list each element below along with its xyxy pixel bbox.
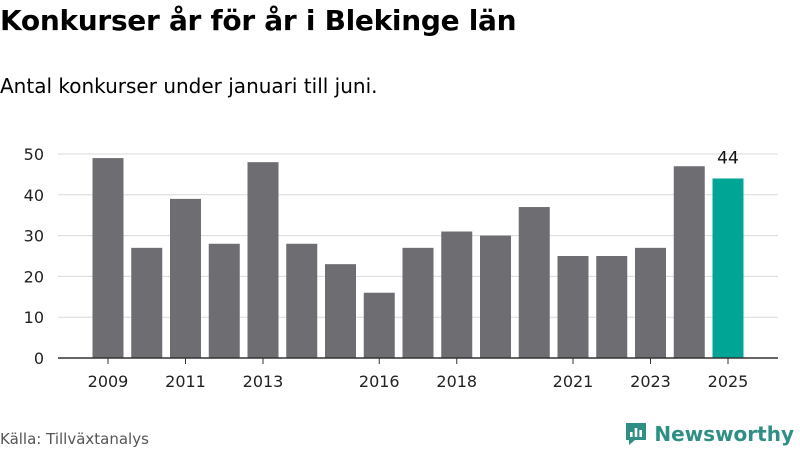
y-tick-label: 50 bbox=[24, 145, 44, 164]
highlight-value-label: 44 bbox=[717, 148, 739, 168]
bar bbox=[286, 243, 318, 358]
x-tick-label: 2025 bbox=[708, 372, 749, 391]
bar bbox=[557, 256, 589, 358]
bar bbox=[596, 256, 628, 358]
bar bbox=[518, 207, 550, 358]
bar bbox=[170, 198, 201, 358]
chart-title: Konkurser år för år i Blekinge län bbox=[0, 4, 517, 37]
bar bbox=[480, 235, 511, 358]
x-axis-ticks: 2009 2011 2013 2016 2018 2021 2023 2025 bbox=[88, 358, 749, 391]
brand-logo[interactable]: Newsworthy bbox=[624, 420, 794, 448]
y-axis-ticks: 0 10 20 30 40 50 bbox=[24, 145, 44, 368]
y-tick-label: 10 bbox=[24, 308, 44, 327]
bar bbox=[208, 243, 240, 358]
x-tick-label: 2009 bbox=[88, 372, 129, 391]
bar bbox=[247, 162, 279, 358]
bar bbox=[325, 264, 356, 358]
bar bbox=[363, 292, 395, 358]
y-tick-label: 0 bbox=[34, 349, 44, 368]
bar bbox=[441, 231, 473, 358]
y-tick-label: 30 bbox=[24, 227, 44, 246]
x-tick-label: 2011 bbox=[165, 372, 206, 391]
y-tick-label: 40 bbox=[24, 186, 44, 205]
brand-name: Newsworthy bbox=[654, 422, 794, 446]
x-tick-label: 2021 bbox=[553, 372, 594, 391]
x-tick-label: 2016 bbox=[359, 372, 400, 391]
x-tick-label: 2013 bbox=[243, 372, 284, 391]
source-note: Källa: Tillväxtanalys bbox=[0, 430, 149, 448]
chart-subtitle: Antal konkurser under januari till juni. bbox=[0, 74, 378, 98]
bar bbox=[131, 247, 163, 358]
bars bbox=[92, 158, 744, 358]
newsworthy-logo-icon bbox=[626, 423, 647, 445]
x-tick-label: 2023 bbox=[630, 372, 671, 391]
x-tick-label: 2018 bbox=[436, 372, 477, 391]
bar bbox=[402, 247, 434, 358]
bar bbox=[673, 166, 705, 358]
bar bbox=[92, 158, 124, 358]
y-tick-label: 20 bbox=[24, 267, 44, 286]
bar bbox=[635, 247, 666, 358]
bar-highlight bbox=[712, 178, 744, 358]
